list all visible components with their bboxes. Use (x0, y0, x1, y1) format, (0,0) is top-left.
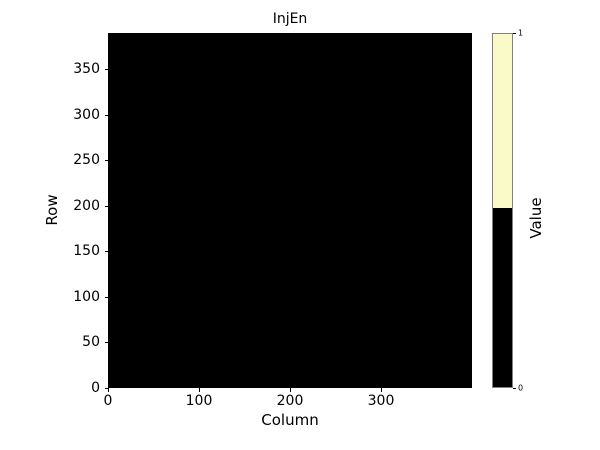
y-tick-mark (104, 251, 108, 253)
colorbar-tick-mark (513, 33, 516, 34)
colorbar-label: Value (527, 197, 545, 239)
y-tick-mark (104, 114, 108, 116)
y-tick-label: 100 (73, 288, 100, 305)
heatmap-axes (108, 33, 472, 388)
y-tick-label: 250 (73, 152, 100, 169)
y-tick-mark (104, 342, 108, 344)
x-tick-label: 300 (367, 393, 395, 409)
y-tick-mark (104, 160, 108, 162)
y-tick-mark (104, 69, 108, 71)
y-tick-label: 350 (73, 61, 100, 78)
y-tick-mark (104, 388, 108, 389)
x-tick-label: 200 (276, 393, 304, 409)
colorbar-tick-label: 1 (518, 28, 524, 38)
y-tick-mark (104, 296, 108, 298)
x-tick-mark (199, 388, 200, 392)
y-tick-mark (104, 205, 108, 207)
colorbar-tick-mark (513, 388, 516, 389)
colorbar (492, 33, 513, 388)
x-tick-mark (290, 388, 291, 392)
x-tick-mark (381, 388, 382, 392)
y-tick-label: 300 (73, 106, 100, 123)
colorbar-high-segment (493, 34, 512, 211)
x-tick-label: 0 (103, 393, 113, 409)
heatmap-image (108, 33, 472, 388)
colorbar-low-segment (493, 208, 512, 387)
x-tick-label: 100 (185, 393, 213, 409)
y-tick-label: 50 (82, 334, 100, 351)
x-axis-label: Column (261, 411, 319, 429)
colorbar-tick-label: 0 (518, 383, 524, 393)
y-tick-label: 0 (91, 380, 100, 396)
y-tick-label: 200 (73, 197, 100, 214)
page-title: InjEn (272, 11, 308, 27)
y-axis-label: Row (43, 194, 61, 226)
y-tick-label: 150 (73, 243, 100, 260)
x-tick-mark (108, 388, 109, 392)
